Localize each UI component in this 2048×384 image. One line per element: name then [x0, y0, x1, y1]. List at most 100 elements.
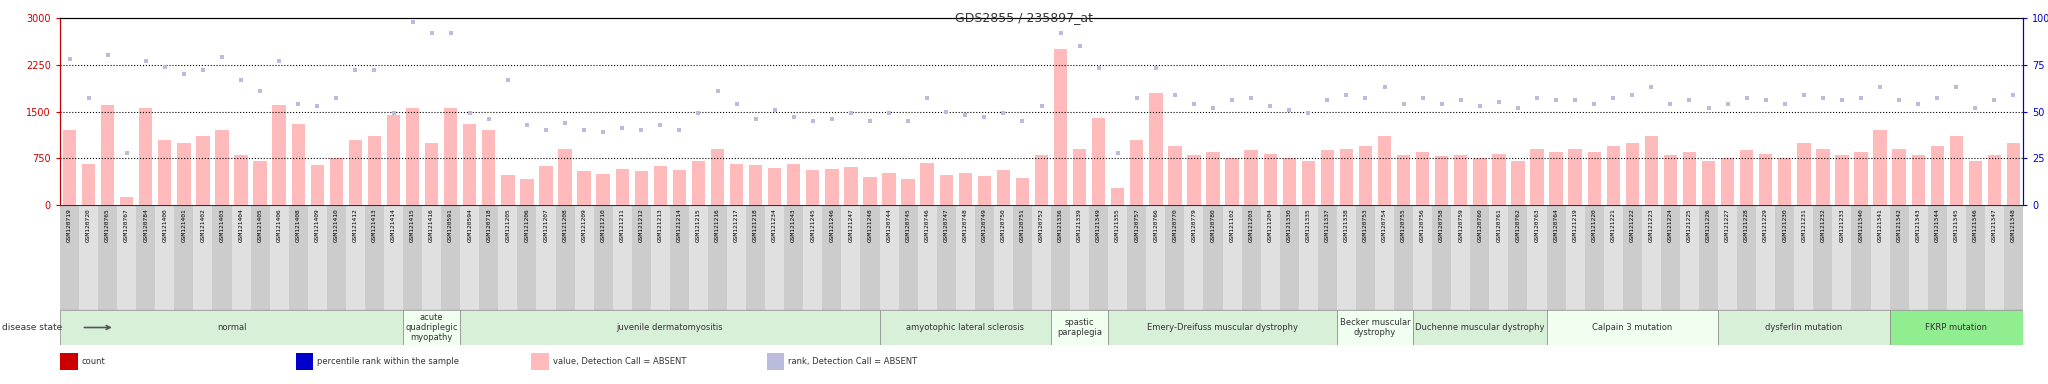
Text: GSM121226: GSM121226 [1706, 208, 1710, 242]
Point [416, 30, 449, 36]
Point [301, 103, 334, 109]
Bar [2003, 205, 2023, 310]
Text: GSM120779: GSM120779 [1192, 208, 1196, 242]
Bar [1184, 205, 1204, 310]
Bar [842, 205, 860, 310]
Text: GSM120751: GSM120751 [1020, 208, 1024, 242]
Text: GSM120746: GSM120746 [924, 208, 930, 242]
Text: GSM121207: GSM121207 [543, 208, 549, 242]
Text: GSM121349: GSM121349 [1096, 208, 1102, 242]
Bar [1147, 205, 1165, 310]
Text: GSM120753: GSM120753 [1364, 208, 1368, 242]
Text: GSM121220: GSM121220 [1591, 208, 1597, 242]
Point [549, 120, 582, 126]
Bar [1604, 205, 1622, 310]
Point [319, 95, 352, 101]
Text: GSM120763: GSM120763 [1534, 208, 1540, 242]
Bar [1718, 205, 1737, 310]
Bar [918, 205, 936, 310]
Bar [899, 205, 918, 310]
Point [244, 88, 276, 94]
Text: GSM121248: GSM121248 [868, 208, 872, 242]
Bar [1262, 205, 1280, 310]
Text: GSM121211: GSM121211 [621, 208, 625, 242]
Point [1616, 92, 1649, 98]
Bar [272, 105, 287, 205]
Bar [1337, 205, 1356, 310]
Bar [1188, 155, 1200, 205]
Bar [1264, 154, 1276, 205]
Point [588, 129, 621, 135]
Bar [440, 205, 461, 310]
Bar [295, 353, 313, 370]
Point [358, 67, 391, 73]
Bar [1661, 205, 1679, 310]
Point [72, 95, 104, 101]
Point [834, 110, 866, 116]
Text: GSM121416: GSM121416 [430, 208, 434, 242]
Bar [975, 205, 993, 310]
Point [1006, 118, 1038, 124]
Point [1559, 97, 1591, 103]
Text: GSM120760: GSM120760 [1477, 208, 1483, 242]
Bar [1606, 146, 1620, 205]
Text: GSM120752: GSM120752 [1038, 208, 1044, 242]
Bar [1071, 205, 1090, 310]
Bar [1776, 205, 1794, 310]
Bar [844, 167, 858, 205]
Bar [1473, 158, 1487, 205]
Bar [1546, 205, 1565, 310]
Text: GSM121415: GSM121415 [410, 208, 416, 242]
Point [1921, 95, 1954, 101]
Text: GSM120594: GSM120594 [467, 208, 473, 242]
Bar [518, 205, 537, 310]
Bar [254, 161, 266, 205]
Point [1444, 97, 1477, 103]
Point [1368, 84, 1401, 90]
Point [1044, 30, 1077, 36]
Text: GSM121406: GSM121406 [276, 208, 283, 242]
Bar [1493, 154, 1505, 205]
Text: GSM121234: GSM121234 [772, 208, 776, 242]
Bar [807, 170, 819, 205]
Point [1788, 92, 1821, 98]
Point [1864, 84, 1896, 90]
Bar [612, 205, 631, 310]
Bar [1870, 205, 1890, 310]
Bar [139, 108, 152, 205]
Text: GSM121340: GSM121340 [1858, 208, 1864, 242]
Bar [1130, 139, 1143, 205]
Point [1102, 149, 1135, 156]
Text: GDS2855 / 235897_at: GDS2855 / 235897_at [954, 12, 1094, 25]
Bar [709, 205, 727, 310]
Bar [1683, 152, 1696, 205]
Bar [879, 310, 1051, 345]
Bar [1413, 310, 1546, 345]
Bar [117, 205, 137, 310]
Point [1063, 43, 1096, 49]
Bar [864, 177, 877, 205]
Bar [158, 139, 172, 205]
Bar [1282, 158, 1296, 205]
Bar [651, 205, 670, 310]
Bar [1892, 149, 1907, 205]
Bar [348, 139, 362, 205]
Text: GSM121231: GSM121231 [1802, 208, 1806, 242]
Bar [1241, 205, 1262, 310]
Bar [823, 205, 842, 310]
Bar [692, 161, 705, 205]
Text: GSM121215: GSM121215 [696, 208, 700, 242]
Bar [958, 172, 973, 205]
Point [815, 116, 848, 122]
Text: GSM121228: GSM121228 [1745, 208, 1749, 242]
Point [1196, 105, 1229, 111]
Bar [1835, 155, 1849, 205]
Point [111, 149, 143, 156]
Point [1903, 101, 1935, 107]
Text: GSM121203: GSM121203 [1249, 208, 1253, 242]
Point [147, 63, 180, 70]
Point [129, 58, 162, 64]
Text: Duchenne muscular dystrophy: Duchenne muscular dystrophy [1415, 323, 1544, 332]
Text: count: count [82, 357, 104, 366]
Bar [1741, 149, 1753, 205]
